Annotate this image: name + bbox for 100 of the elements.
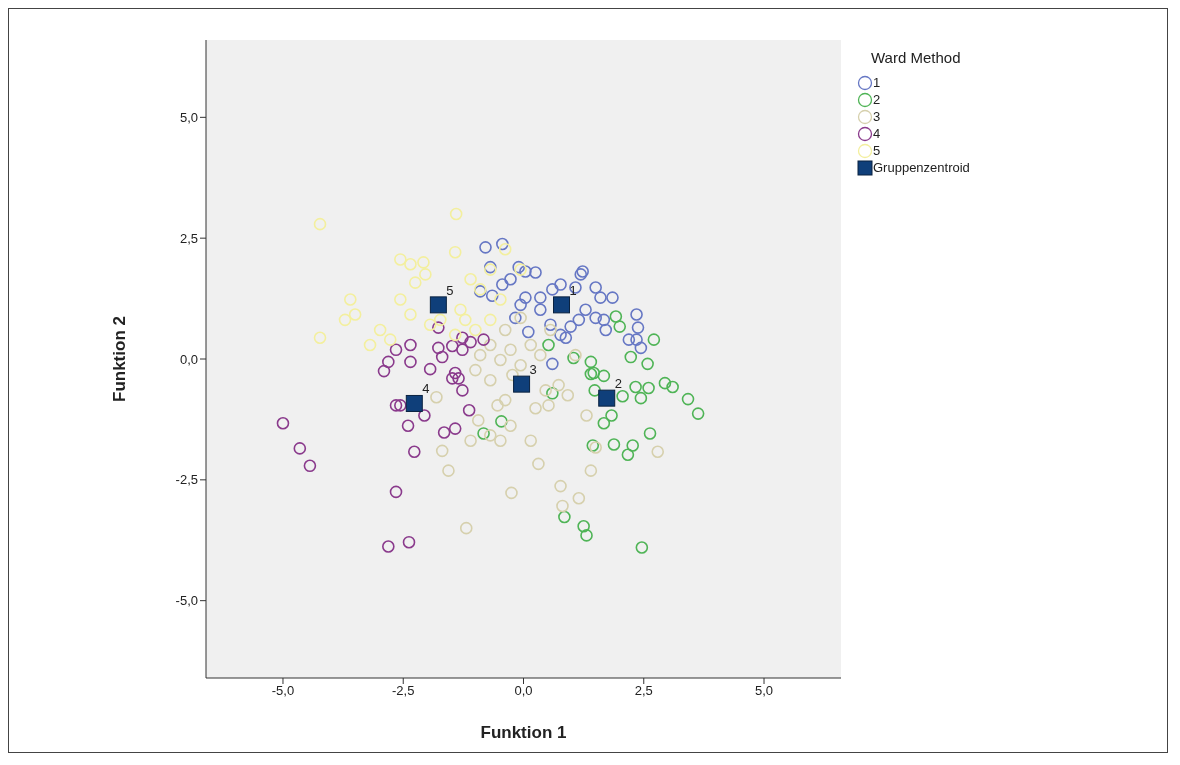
point: [471, 414, 485, 427]
point: [506, 368, 519, 382]
point: [534, 303, 547, 316]
point: [437, 426, 451, 439]
point: [435, 444, 449, 458]
point: [498, 393, 512, 407]
point: [389, 485, 403, 499]
point: [404, 257, 417, 271]
point: [348, 308, 362, 321]
point: [456, 331, 469, 345]
point: [529, 402, 542, 415]
point: [377, 364, 391, 378]
point: [394, 253, 407, 266]
legend-label: Gruppenzentroid: [873, 160, 970, 175]
point: [559, 331, 573, 345]
point: [408, 445, 421, 459]
point: [630, 333, 643, 346]
point: [691, 407, 705, 420]
point: [423, 362, 437, 376]
point: [532, 457, 545, 471]
point: [382, 540, 395, 553]
point: [456, 343, 469, 357]
point: [477, 333, 490, 346]
point: [647, 333, 661, 346]
point: [544, 318, 557, 331]
point: [580, 529, 593, 542]
point: [584, 355, 598, 369]
point: [313, 331, 327, 345]
legend-title: Ward Method: [871, 49, 962, 66]
point: [597, 369, 611, 383]
point: [554, 278, 567, 291]
point: [630, 308, 643, 321]
point: [430, 390, 443, 404]
point: [423, 318, 437, 331]
point: [589, 311, 602, 325]
legend-label: 3: [873, 109, 881, 124]
point: [484, 373, 497, 387]
point: [606, 291, 619, 304]
y-tick-label: 0,0: [179, 351, 198, 367]
point: [432, 321, 445, 334]
point: [546, 283, 559, 296]
y-axis-title: Funktion 2: [110, 316, 130, 402]
point: [546, 387, 559, 400]
point: [504, 419, 517, 432]
point: [554, 328, 567, 342]
point: [479, 241, 492, 254]
point: [641, 357, 654, 371]
point: [513, 375, 531, 393]
point: [658, 376, 672, 390]
point: [599, 323, 613, 337]
point: [404, 308, 417, 321]
point: [394, 293, 407, 306]
point: [539, 384, 552, 397]
point: [552, 378, 565, 392]
point: [491, 399, 504, 412]
point: [408, 276, 422, 289]
point: [404, 338, 417, 352]
point: [579, 303, 592, 316]
point: [464, 272, 477, 286]
point: [293, 442, 307, 455]
point: [519, 291, 532, 304]
point: [514, 298, 527, 312]
point: [622, 333, 636, 346]
point: [524, 434, 538, 447]
point: [556, 499, 569, 513]
point: [446, 372, 459, 385]
point: [572, 313, 586, 327]
point: [616, 389, 629, 403]
point: [522, 325, 535, 339]
point: [544, 323, 557, 337]
point: [534, 291, 547, 304]
point: [651, 445, 665, 459]
point: [494, 434, 507, 447]
point: [621, 448, 635, 461]
point: [631, 321, 645, 334]
point: [469, 323, 482, 337]
y-tick-label: 2,5: [179, 230, 198, 246]
point: [505, 486, 518, 500]
point: [402, 535, 416, 549]
point: [484, 429, 497, 442]
point: [417, 256, 430, 269]
point: [524, 338, 538, 352]
point: [344, 293, 357, 306]
point: [534, 348, 547, 362]
point: [405, 394, 423, 412]
point: [477, 427, 490, 440]
point: [448, 422, 462, 435]
legend-label: 1: [873, 75, 881, 90]
point: [435, 350, 449, 364]
point: [681, 392, 695, 406]
point: [519, 265, 532, 278]
point: [597, 313, 611, 327]
point: [363, 338, 377, 352]
point: [504, 272, 517, 286]
point: [389, 399, 403, 412]
point: [498, 242, 512, 256]
point: [546, 357, 559, 371]
point: [529, 266, 542, 279]
point: [613, 320, 627, 333]
point: [404, 355, 417, 369]
